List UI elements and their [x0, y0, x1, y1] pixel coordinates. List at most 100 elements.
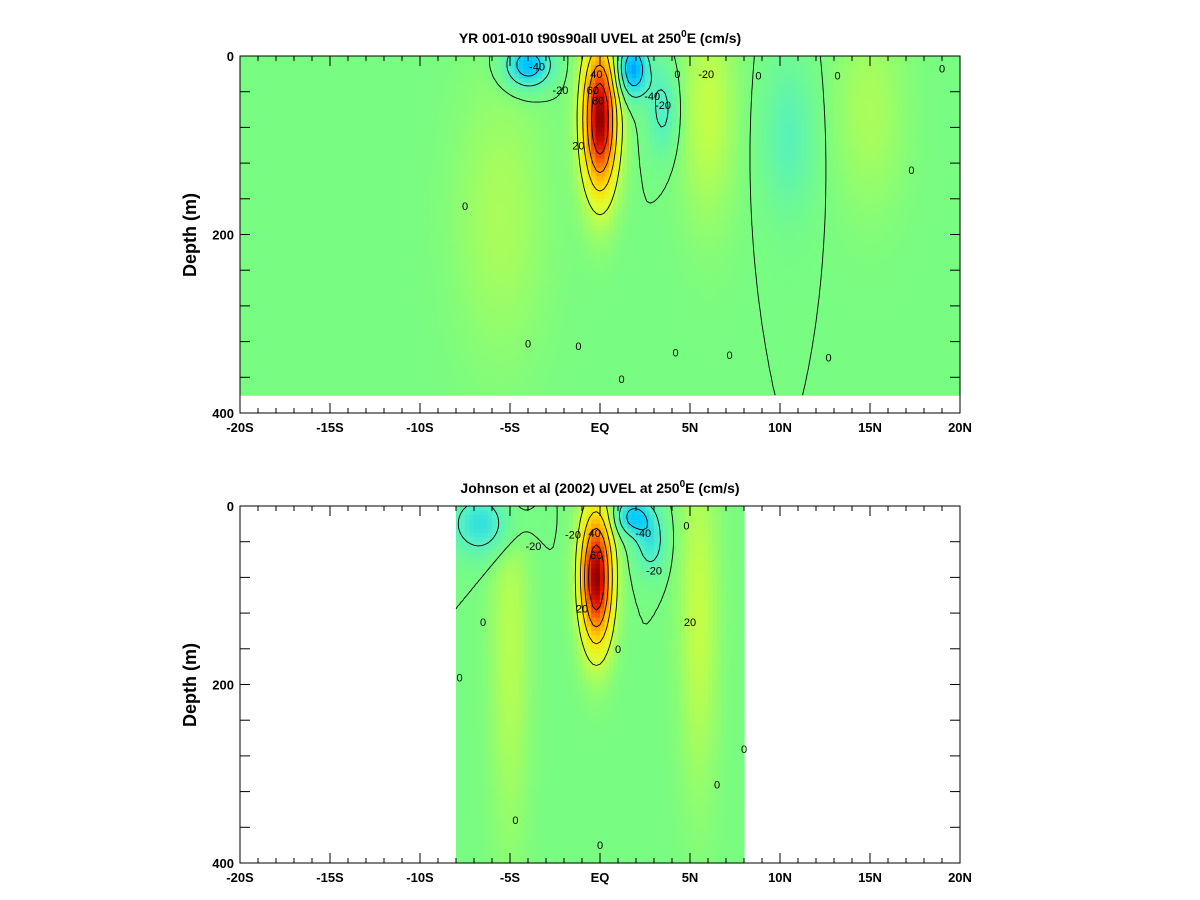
field-cell	[388, 310, 394, 316]
field-cell	[415, 194, 421, 200]
field-cell	[267, 154, 273, 160]
field-cell	[429, 136, 435, 142]
field-cell	[424, 377, 430, 383]
field-cell	[253, 118, 259, 124]
field-cell	[451, 261, 457, 267]
field-cell	[343, 118, 349, 124]
field-cell	[528, 185, 534, 191]
field-cell	[249, 296, 255, 303]
field-cell	[438, 314, 444, 320]
field-cell	[447, 176, 453, 182]
field-cell	[451, 100, 457, 106]
field-cell	[240, 216, 246, 222]
field-cell	[429, 350, 435, 356]
field-cell	[361, 225, 367, 231]
field-cell	[447, 323, 453, 329]
field-cell	[483, 288, 489, 294]
field-cell	[505, 176, 511, 182]
field-cell	[249, 56, 255, 62]
field-cell	[528, 163, 534, 169]
field-cell	[343, 337, 349, 343]
field-cell	[456, 225, 462, 231]
field-cell	[460, 354, 466, 361]
field-cell	[393, 252, 399, 258]
field-cell	[438, 292, 444, 298]
field-cell	[492, 314, 498, 320]
field-cell	[307, 359, 313, 365]
field-cell	[456, 176, 462, 182]
field-cell	[348, 69, 354, 75]
field-cell	[379, 243, 385, 249]
field-cell	[298, 216, 304, 222]
field-cell	[343, 185, 349, 191]
field-cell	[433, 292, 439, 298]
field-cell	[339, 122, 345, 128]
field-cell	[393, 265, 399, 271]
field-cell	[240, 372, 246, 378]
field-cell	[528, 91, 534, 97]
field-cell	[343, 82, 349, 88]
field-cell	[384, 341, 390, 347]
field-cell	[397, 243, 403, 249]
field-cell	[339, 221, 345, 227]
field-cell	[312, 274, 318, 280]
field-cell	[361, 69, 367, 75]
field-cell	[388, 279, 394, 285]
field-cell	[483, 270, 489, 276]
field-cell	[510, 73, 516, 79]
field-cell	[312, 145, 318, 151]
field-cell	[253, 64, 259, 70]
field-cell	[348, 189, 354, 195]
field-cell	[253, 145, 259, 151]
field-cell	[402, 221, 408, 227]
field-cell	[528, 243, 534, 249]
field-cell	[519, 274, 525, 280]
field-cell	[532, 180, 538, 187]
field-cell	[411, 78, 417, 84]
field-cell	[366, 377, 372, 383]
field-cell	[312, 64, 318, 70]
field-cell	[442, 350, 448, 356]
field-cell	[271, 64, 277, 70]
field-cell	[334, 225, 340, 231]
field-cell	[262, 198, 268, 204]
field-cell	[514, 109, 520, 115]
field-cell	[316, 64, 322, 70]
field-cell	[501, 314, 507, 320]
field-cell	[370, 122, 376, 128]
field-cell	[343, 314, 349, 320]
field-cell	[240, 346, 246, 352]
field-cell	[442, 207, 448, 213]
field-cell	[415, 154, 421, 160]
field-cell	[433, 354, 439, 361]
field-cell	[447, 212, 453, 218]
field-cell	[271, 319, 277, 325]
field-cell	[384, 127, 390, 133]
field-cell	[474, 105, 480, 111]
field-cell	[393, 140, 399, 146]
field-cell	[406, 350, 412, 356]
field-cell	[366, 189, 372, 195]
field-cell	[420, 292, 426, 298]
field-cell	[276, 198, 282, 204]
field-cell	[447, 363, 453, 369]
field-cell	[438, 185, 444, 191]
field-cell	[514, 198, 520, 204]
field-cell	[496, 96, 502, 102]
field-cell	[267, 96, 273, 102]
field-cell	[253, 359, 259, 365]
field-cell	[316, 301, 322, 307]
field-cell	[258, 332, 264, 338]
field-cell	[348, 296, 354, 303]
field-cell	[271, 203, 277, 209]
field-cell	[352, 221, 358, 227]
field-cell	[271, 283, 277, 289]
field-cell	[285, 301, 291, 307]
field-cell	[397, 122, 403, 128]
field-cell	[420, 270, 426, 276]
field-cell	[523, 310, 529, 316]
field-cell	[366, 234, 372, 240]
field-cell	[321, 256, 327, 262]
field-cell	[514, 283, 520, 289]
field-cell	[339, 114, 345, 120]
